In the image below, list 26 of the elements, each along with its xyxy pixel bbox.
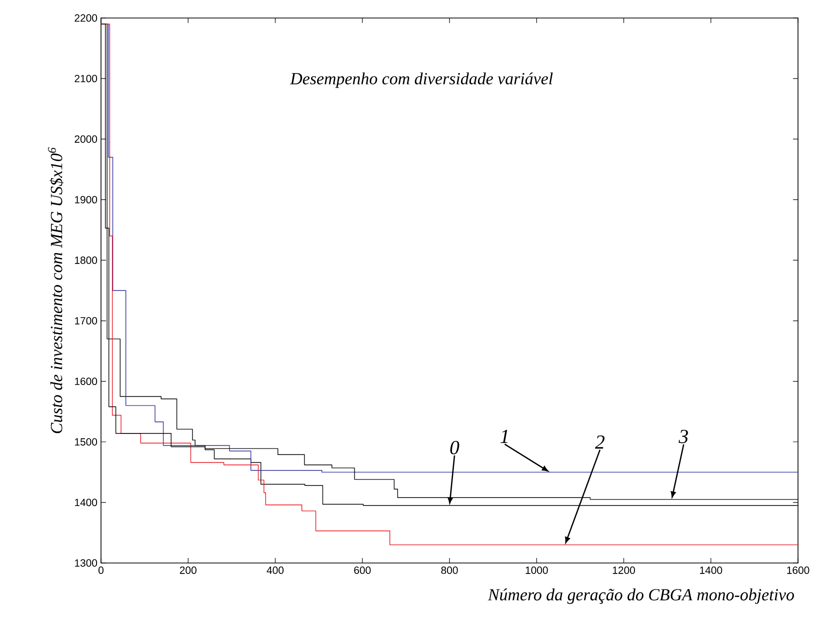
text: Desempenho com diversidade variável (290, 72, 553, 88)
x-tick-label: 600 (354, 566, 371, 574)
annotation: 0 (450, 440, 460, 454)
x-tick-label: 1600 (787, 566, 810, 574)
annotation: 3 (678, 430, 688, 444)
y-tick-label: 1900 (75, 196, 98, 204)
y-tick-label: 1800 (75, 256, 98, 264)
annotation: 1 (500, 430, 508, 443)
x-tick-label: 1400 (700, 566, 722, 574)
y-axis-title: Custo de investimento com MEG US$x10$^{6}$ (48, 147, 64, 434)
x-tick-label: 1200 (612, 566, 635, 574)
y-tick-label: 2000 (74, 135, 98, 143)
x-tick-label: 1000 (526, 566, 548, 574)
x-tick-label: 800 (441, 566, 458, 574)
y-tick-label: 2200 (74, 14, 98, 22)
x-tick-label: 400 (266, 566, 284, 574)
y-tick-label: 1600 (75, 378, 98, 386)
y-tick-label: 1400 (75, 498, 98, 506)
y-tick-label: 1500 (75, 438, 98, 446)
x-tick-label: 200 (180, 566, 196, 574)
x-tick-label: 0 (98, 566, 104, 574)
annotation: 2 (594, 435, 604, 449)
x-axis-title: Número da geração do CBGA mono-objetivo (488, 588, 794, 604)
y-tick-label: 1300 (75, 559, 98, 567)
y-tick-label: 1700 (75, 317, 98, 324)
y-tick-label: 2100 (74, 74, 98, 82)
